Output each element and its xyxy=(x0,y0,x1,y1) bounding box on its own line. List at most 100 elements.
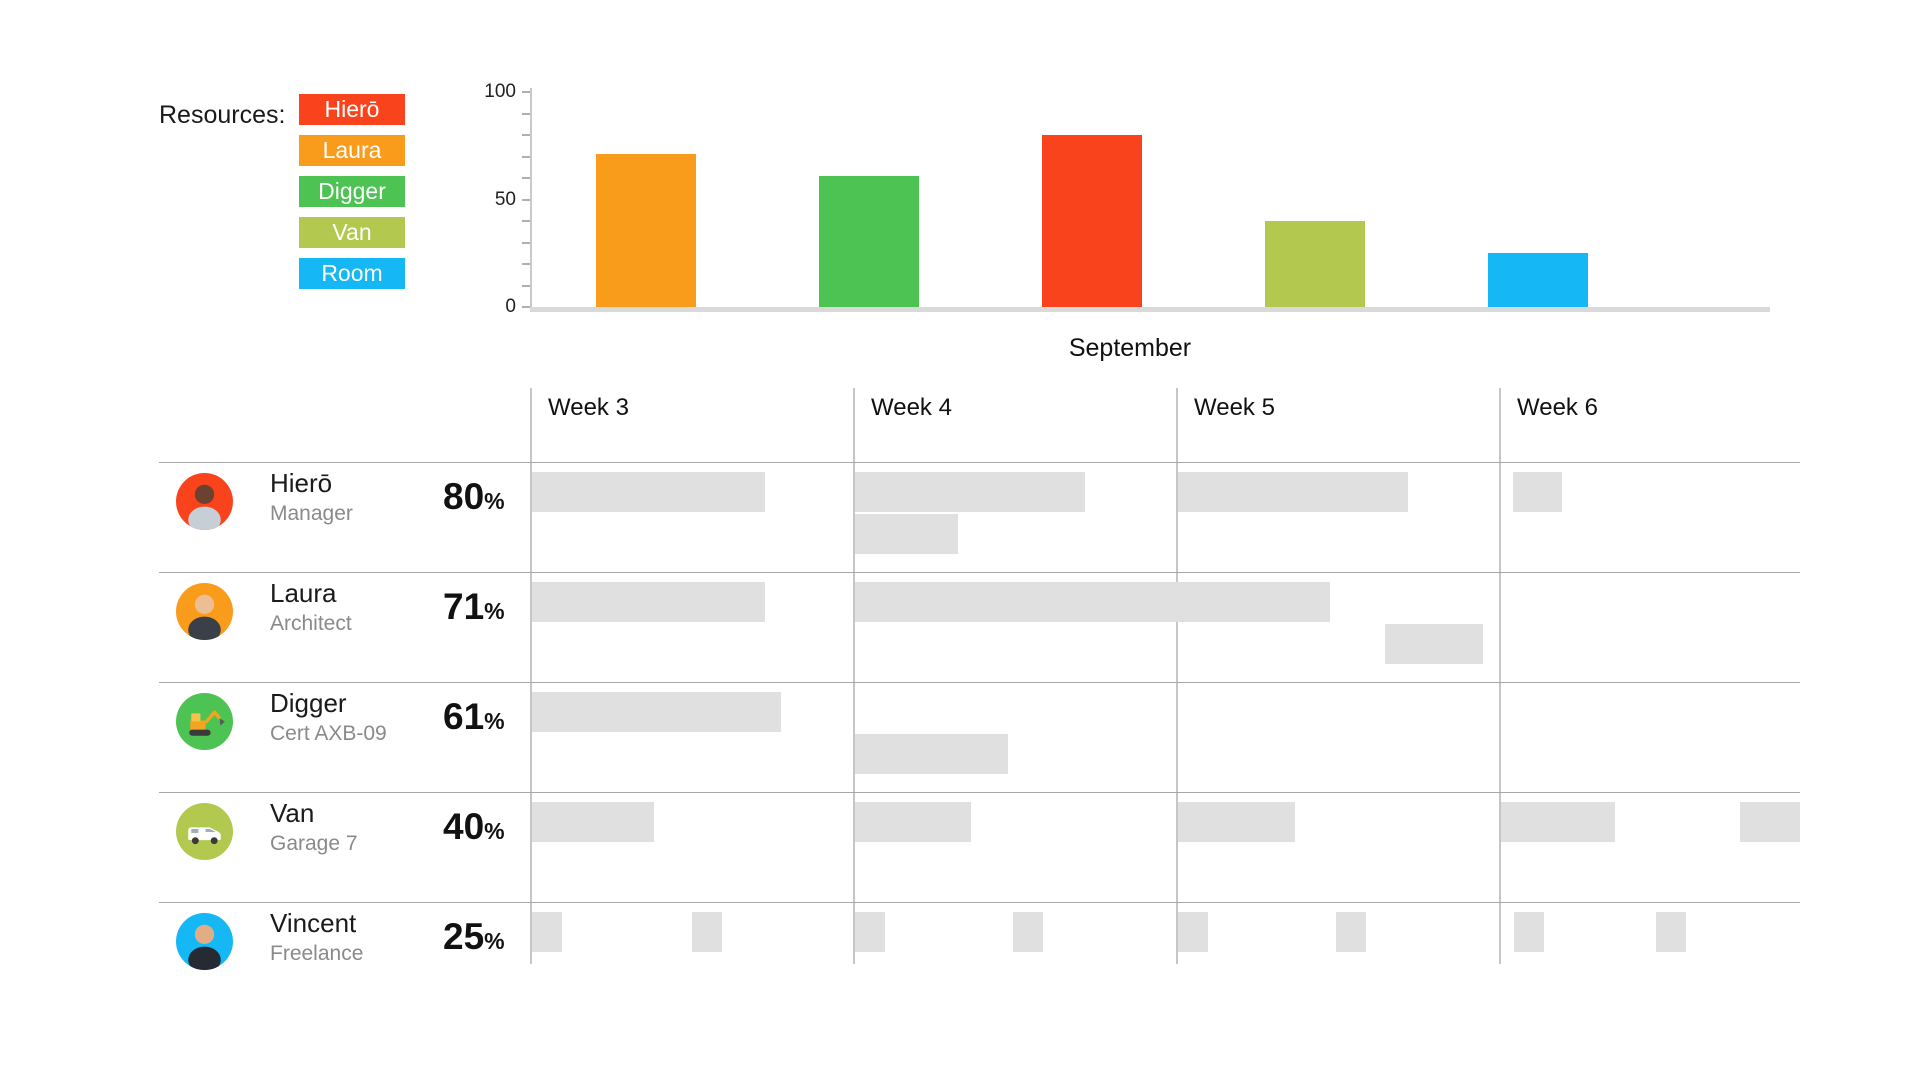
task-bar[interactable] xyxy=(532,582,765,622)
task-bar[interactable] xyxy=(1514,912,1544,952)
y-axis-tick-label: 100 xyxy=(484,81,516,102)
task-bar[interactable] xyxy=(855,514,958,554)
percent-sign: % xyxy=(484,488,505,514)
month-label: September xyxy=(1068,334,1192,362)
resource-row-hierō[interactable]: Hierō Manager 80% xyxy=(159,462,519,572)
legend-chip-laura[interactable]: Laura xyxy=(299,135,405,166)
van-icon xyxy=(176,803,233,860)
task-bar[interactable] xyxy=(855,582,1330,622)
row-separator xyxy=(159,902,1800,903)
legend-chip-label: Van xyxy=(332,219,372,245)
utilization-percent: 80% xyxy=(443,476,505,518)
y-axis-tick xyxy=(522,198,530,201)
chart-bar-van xyxy=(1265,221,1365,307)
resource-row-digger[interactable]: Digger Cert AXB-09 61% xyxy=(159,682,519,792)
task-bar[interactable] xyxy=(532,912,562,952)
legend-chip-digger[interactable]: Digger xyxy=(299,176,405,207)
percent-value: 71 xyxy=(443,586,485,627)
task-bar[interactable] xyxy=(1385,624,1483,664)
task-bar[interactable] xyxy=(1740,802,1800,842)
resource-role: Architect xyxy=(270,612,352,635)
y-axis-tick xyxy=(522,263,530,265)
task-bar[interactable] xyxy=(855,802,971,842)
task-bar[interactable] xyxy=(1501,802,1615,842)
utilization-percent: 61% xyxy=(443,696,505,738)
person-icon xyxy=(176,583,233,640)
x-axis-baseline xyxy=(530,307,1770,312)
resource-role: Cert AXB-09 xyxy=(270,722,387,745)
task-bar[interactable] xyxy=(1513,472,1562,512)
resource-name: Vincent xyxy=(270,908,357,938)
y-axis-tick-label: 50 xyxy=(494,188,516,210)
row-separator xyxy=(159,572,1800,573)
y-axis-tick xyxy=(522,306,530,308)
y-axis-tick xyxy=(522,284,530,287)
week-gridline xyxy=(530,388,532,964)
task-bar[interactable] xyxy=(532,692,781,732)
percent-sign: % xyxy=(484,708,505,734)
week-gridline xyxy=(1176,388,1178,964)
chart-bar-digger xyxy=(819,176,919,307)
percent-sign: % xyxy=(484,598,505,624)
y-axis-line xyxy=(530,88,532,312)
resource-name: Hierō xyxy=(270,468,333,498)
task-bar[interactable] xyxy=(855,472,1085,512)
percent-value: 61 xyxy=(443,696,485,737)
resource-name: Van xyxy=(270,798,315,828)
percent-value: 25 xyxy=(443,916,485,957)
resource-role: Garage 7 xyxy=(270,832,358,855)
task-bar[interactable] xyxy=(1013,912,1043,952)
y-axis-tick xyxy=(522,155,530,158)
week-header-5: Week 5 xyxy=(1194,394,1275,421)
task-bar[interactable] xyxy=(1178,802,1295,842)
task-bar[interactable] xyxy=(855,912,885,952)
resource-row-vincent[interactable]: Vincent Freelance 25% xyxy=(159,902,519,1012)
y-axis-tick xyxy=(522,112,530,115)
resource-role: Manager xyxy=(270,502,353,525)
utilization-percent: 25% xyxy=(443,916,505,958)
person-icon xyxy=(176,473,233,530)
task-bar[interactable] xyxy=(1656,912,1686,952)
legend-chip-room[interactable]: Room xyxy=(299,258,405,289)
task-bar[interactable] xyxy=(532,802,654,842)
resource-role: Freelance xyxy=(270,942,364,965)
legend-chip-hierō[interactable]: Hierō xyxy=(299,94,405,125)
row-separator xyxy=(159,462,1800,463)
percent-value: 40 xyxy=(443,806,485,847)
row-separator xyxy=(159,792,1800,793)
y-axis-tick xyxy=(522,177,530,179)
legend-chip-label: Hierō xyxy=(324,96,380,122)
row-separator xyxy=(159,682,1800,683)
task-bar[interactable] xyxy=(855,734,1008,774)
chart-bar-laura xyxy=(596,154,696,307)
percent-sign: % xyxy=(484,818,505,844)
resource-name: Digger xyxy=(270,688,347,718)
resources-label: Resources: xyxy=(159,101,286,129)
week-gridline xyxy=(1499,388,1501,964)
legend-chip-label: Digger xyxy=(318,178,386,204)
task-bar[interactable] xyxy=(692,912,722,952)
utilization-percent: 71% xyxy=(443,586,505,628)
legend-chip-label: Room xyxy=(321,260,383,286)
legend-chip-van[interactable]: Van xyxy=(299,217,405,248)
resource-row-van[interactable]: Van Garage 7 40% xyxy=(159,792,519,902)
task-bar[interactable] xyxy=(1336,912,1366,952)
utilization-percent: 40% xyxy=(443,806,505,848)
chart-bar-room xyxy=(1488,253,1588,307)
excavator-icon xyxy=(176,693,233,750)
percent-value: 80 xyxy=(443,476,485,517)
y-axis-tick-label: 0 xyxy=(505,296,516,317)
week-header-6: Week 6 xyxy=(1517,394,1598,421)
task-bar[interactable] xyxy=(1178,472,1408,512)
task-bar[interactable] xyxy=(532,472,765,512)
chart-bar-hierō xyxy=(1042,135,1142,307)
week-gridline xyxy=(853,388,855,964)
week-header-3: Week 3 xyxy=(548,394,629,421)
resource-row-laura[interactable]: Laura Architect 71% xyxy=(159,572,519,682)
y-axis-tick xyxy=(522,134,530,136)
task-bar[interactable] xyxy=(1178,912,1208,952)
legend-chip-label: Laura xyxy=(322,137,382,163)
resource-name: Laura xyxy=(270,578,337,608)
y-axis-tick xyxy=(522,91,530,93)
